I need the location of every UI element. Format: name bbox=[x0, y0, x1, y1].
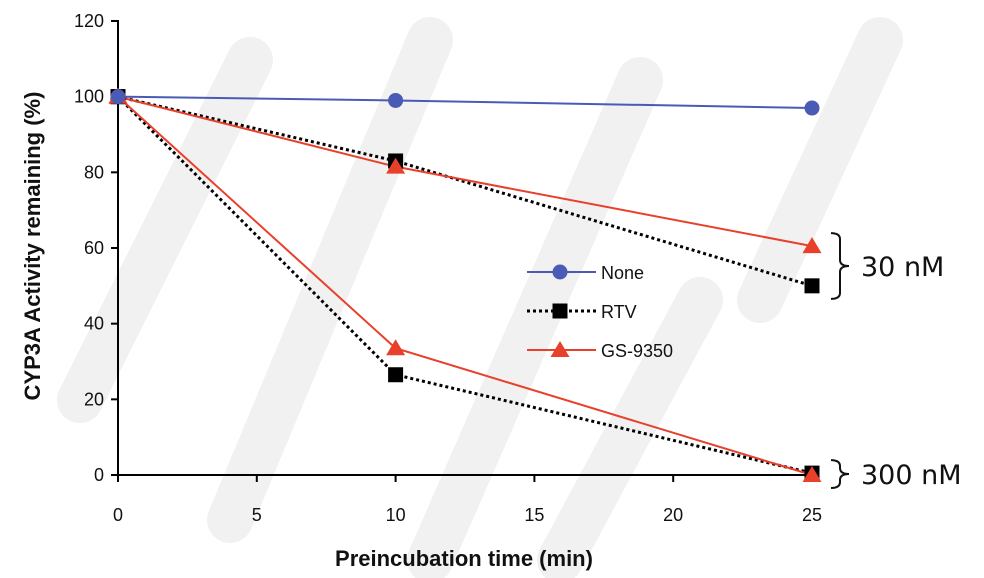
legend-label-none: None bbox=[601, 263, 644, 283]
y-tick-label: 0 bbox=[94, 465, 104, 485]
annotation-30-nm: 30 nM bbox=[861, 252, 944, 283]
y-tick-label: 40 bbox=[84, 314, 104, 334]
data-point-none-none bbox=[388, 92, 404, 108]
x-tick-label: 0 bbox=[113, 505, 123, 525]
legend-label-rtv: RTV bbox=[601, 302, 637, 322]
legend-marker-gs-9350 bbox=[550, 341, 570, 357]
y-tick-label: 20 bbox=[84, 389, 104, 409]
annotation-300-nm: 300 nM bbox=[861, 460, 962, 491]
watermark-stroke-1 bbox=[207, 17, 453, 543]
x-tick-label: 20 bbox=[663, 505, 683, 525]
y-tick-label: 80 bbox=[84, 162, 104, 182]
annotations: 30 nM 300 nM bbox=[830, 232, 962, 491]
brace-30-nm bbox=[830, 232, 850, 300]
tick-labels: 0 20 40 60 80 100 120 0 5 10 15 20 25 bbox=[74, 11, 822, 525]
x-tick-label: 5 bbox=[252, 505, 262, 525]
x-tick-label: 15 bbox=[524, 505, 544, 525]
data-point-gs-9350-300-nm bbox=[386, 339, 406, 356]
data-point-gs-9350-30-nm bbox=[802, 237, 822, 254]
data-point-none-none bbox=[804, 100, 820, 116]
data-point-rtv-30-nm bbox=[804, 278, 820, 294]
legend-marker-rtv bbox=[552, 303, 568, 319]
data-point-rtv-300-nm bbox=[388, 367, 404, 383]
watermark bbox=[57, 17, 903, 578]
legend-label-gs-9350: GS-9350 bbox=[601, 341, 673, 361]
y-tick-label: 60 bbox=[84, 238, 104, 258]
legend: None RTV GS-9350 bbox=[527, 263, 673, 361]
watermark-stroke-2 bbox=[407, 57, 663, 578]
data-point-gs-9350-30-nm bbox=[386, 157, 406, 174]
watermark-stroke-3 bbox=[537, 277, 723, 578]
data-point-gs-9350-300-nm bbox=[802, 466, 822, 482]
brace-300-nm bbox=[830, 459, 850, 489]
y-tick-label: 120 bbox=[74, 11, 104, 31]
series-layer bbox=[108, 87, 822, 482]
y-axis-label: CYP3A Activity remaining (%) bbox=[20, 92, 45, 401]
x-tick-label: 10 bbox=[386, 505, 406, 525]
y-tick-label: 100 bbox=[74, 87, 104, 107]
watermark-stroke-0 bbox=[57, 37, 273, 423]
data-point-none-none bbox=[110, 89, 126, 105]
x-tick-label: 25 bbox=[802, 505, 822, 525]
watermark-stroke-4 bbox=[737, 17, 903, 323]
x-axis-label: Preincubation time (min) bbox=[335, 546, 593, 571]
legend-marker-none bbox=[552, 264, 568, 280]
